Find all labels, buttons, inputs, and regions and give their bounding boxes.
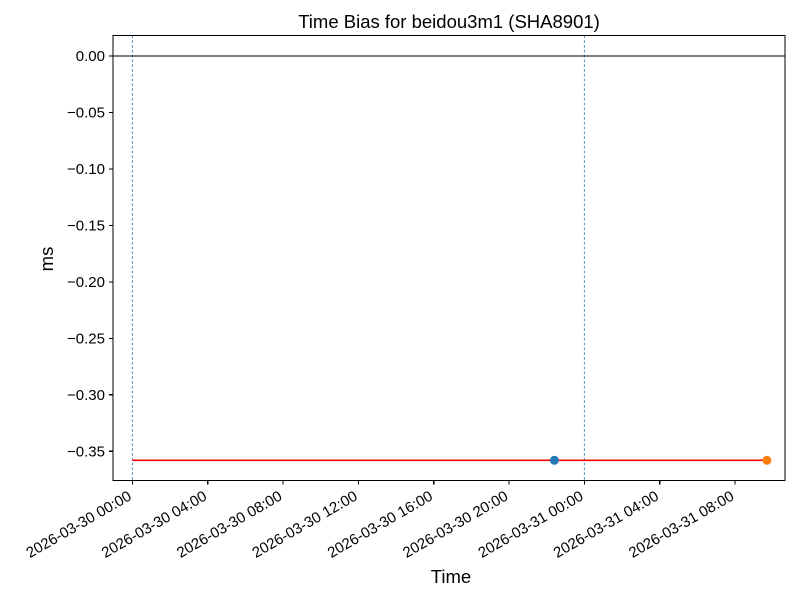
svg-text:0.00: 0.00 bbox=[76, 48, 105, 65]
svg-text:−0.15: −0.15 bbox=[67, 217, 105, 234]
svg-text:Time: Time bbox=[431, 566, 471, 587]
svg-text:−0.20: −0.20 bbox=[67, 274, 105, 291]
svg-text:−0.35: −0.35 bbox=[67, 443, 105, 460]
svg-text:Time Bias for beidou3m1 (SHA89: Time Bias for beidou3m1 (SHA8901) bbox=[298, 11, 600, 32]
svg-text:ms: ms bbox=[36, 247, 57, 272]
svg-text:−0.05: −0.05 bbox=[67, 105, 105, 122]
svg-text:−0.10: −0.10 bbox=[67, 161, 105, 178]
svg-text:−0.25: −0.25 bbox=[67, 330, 105, 347]
svg-text:−0.30: −0.30 bbox=[67, 387, 105, 404]
